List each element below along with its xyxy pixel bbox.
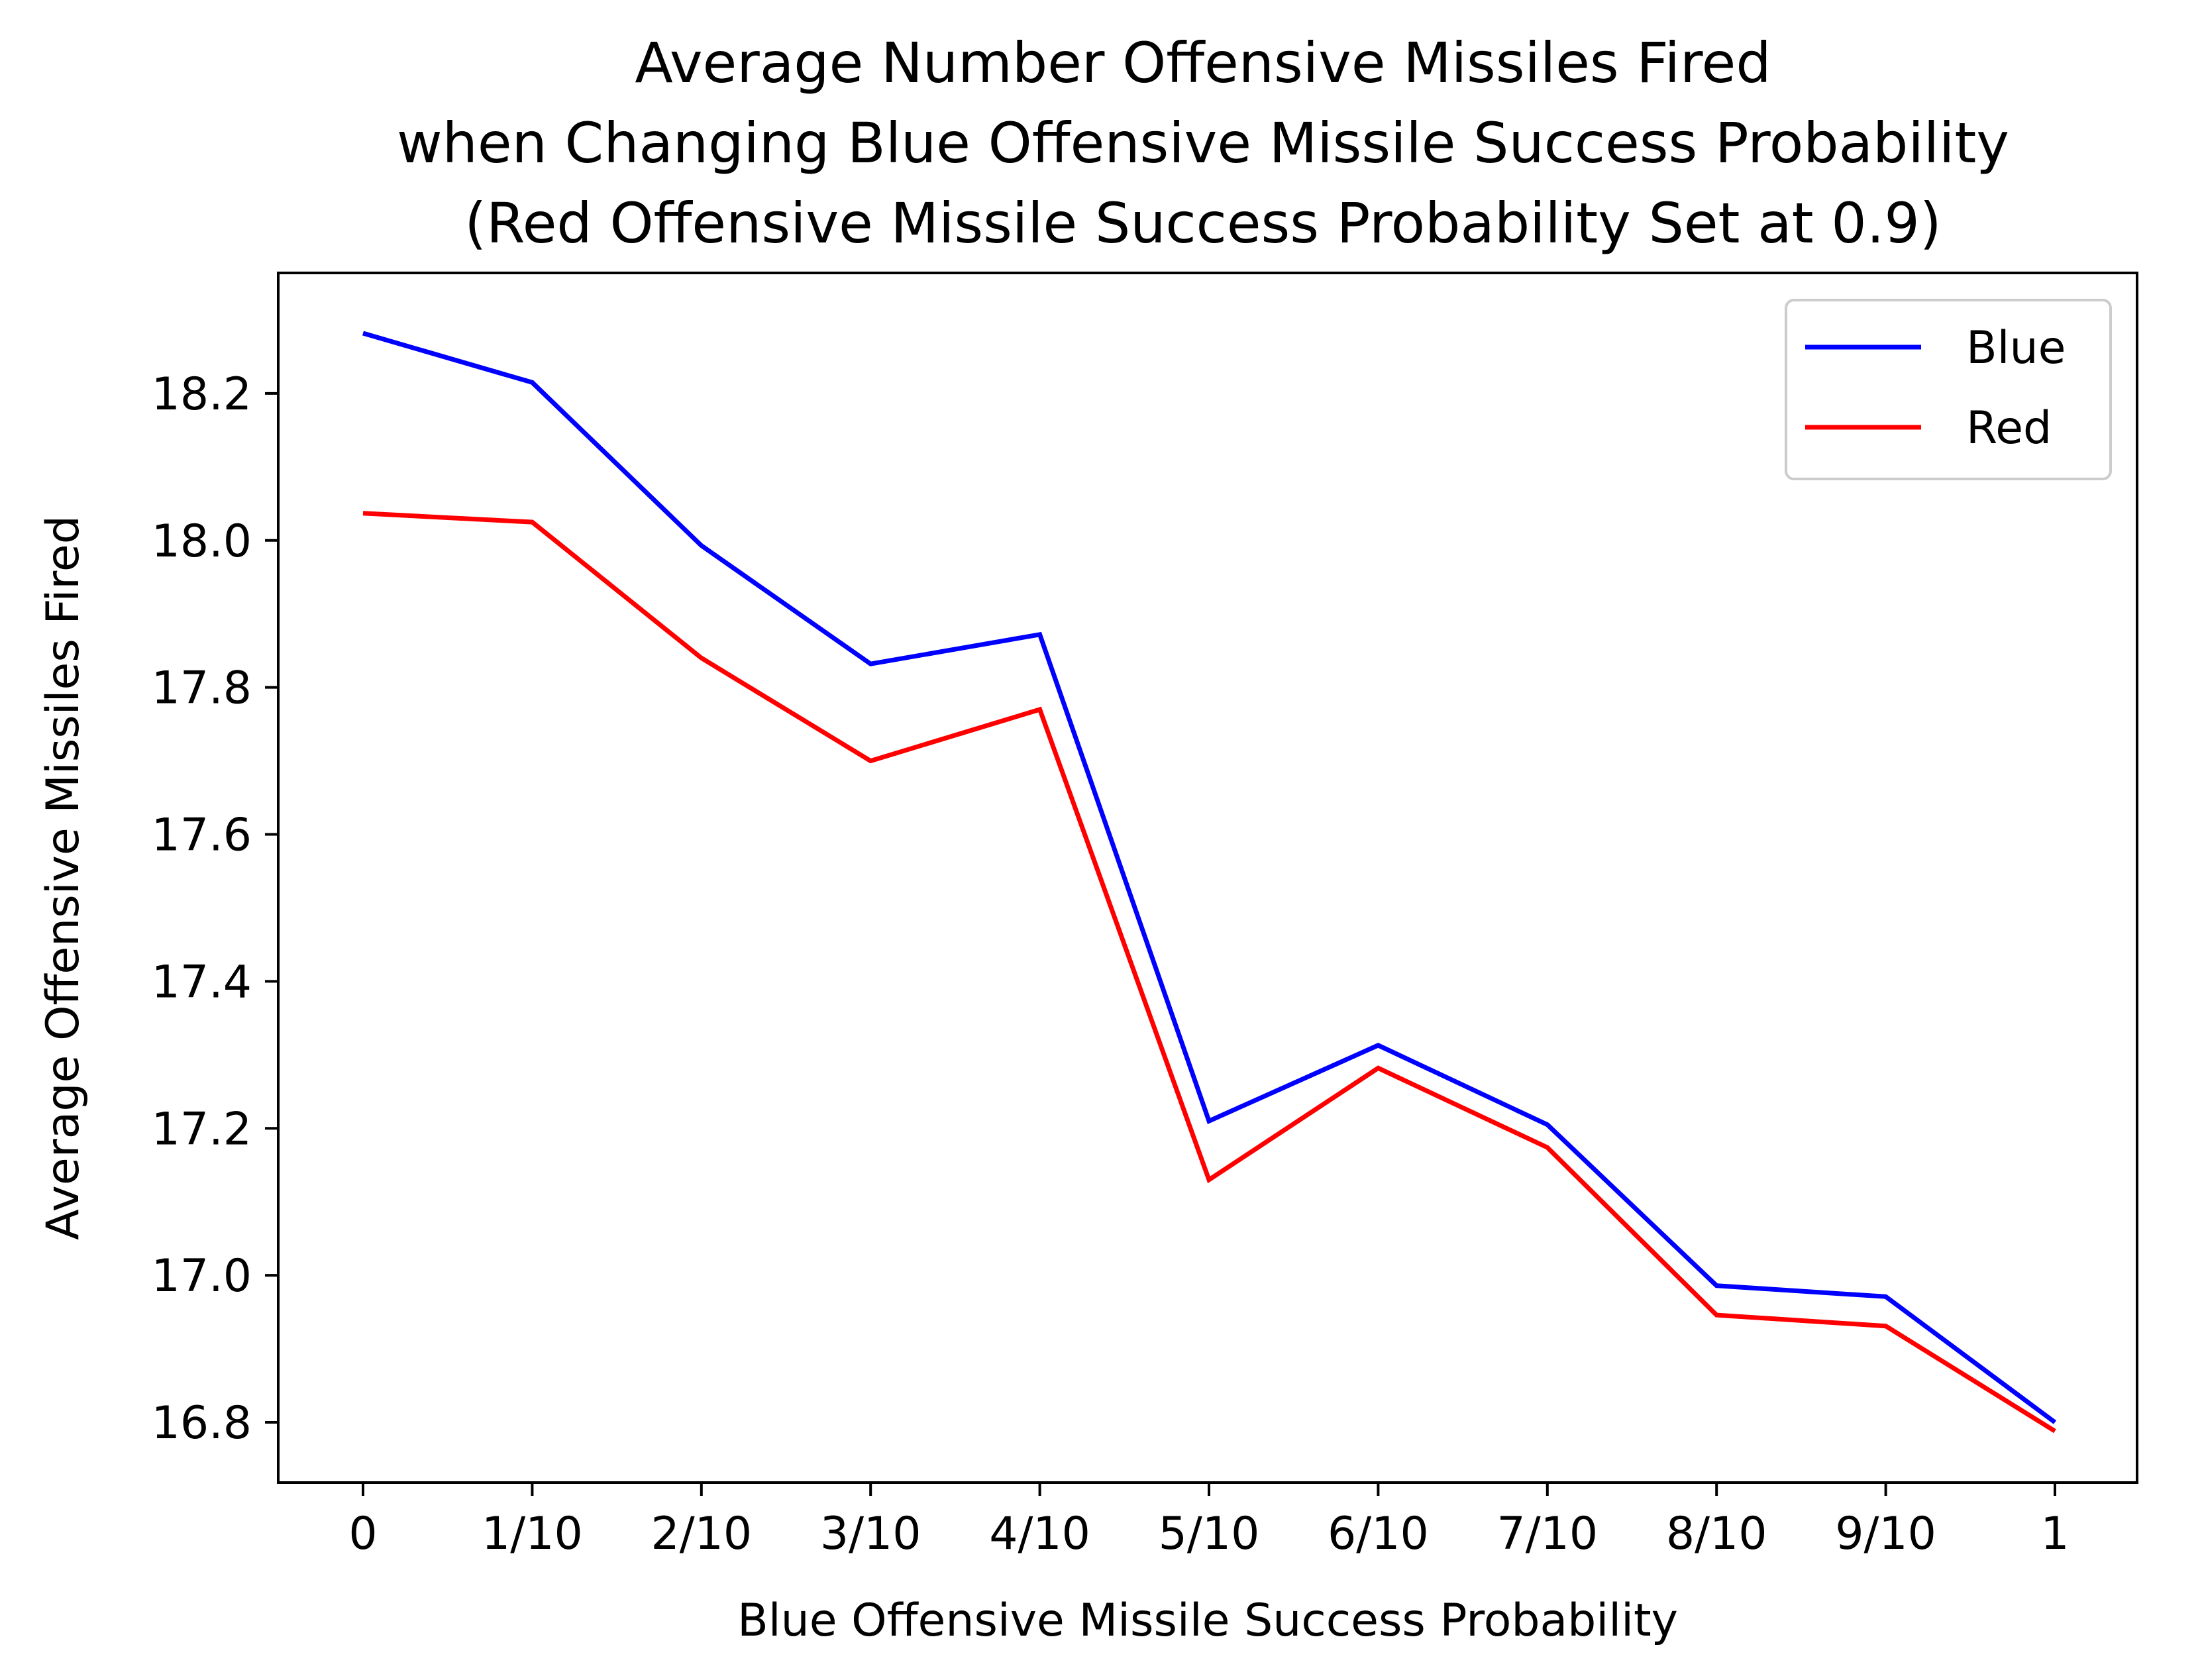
x-tick-label: 0 [348, 1508, 377, 1560]
chart-title-line-1: Average Number Offensive Missiles Fired [635, 30, 1771, 95]
x-tick-label: 1/10 [482, 1508, 583, 1560]
y-tick-label: 16.8 [152, 1397, 252, 1449]
y-tick-label: 18.0 [152, 515, 252, 568]
x-tick-label: 9/10 [1835, 1508, 1936, 1560]
x-tick-label: 1 [2040, 1508, 2069, 1560]
legend-label-red: Red [1966, 402, 2052, 454]
y-tick-label: 17.2 [152, 1103, 252, 1155]
legend: Blue Red [1785, 299, 2112, 480]
x-axis-ticks: 0 1/10 2/10 3/10 4/10 5/10 6/10 7/10 8/10 9/10 1 [348, 1483, 2070, 1560]
x-tick-label: 6/10 [1328, 1508, 1429, 1560]
x-tick-label: 7/10 [1496, 1508, 1598, 1560]
x-tick-label: 5/10 [1159, 1508, 1260, 1560]
y-axis-label: Average Offensive Missiles Fired [37, 515, 89, 1240]
legend-label-blue: Blue [1966, 322, 2066, 374]
plot-frame [277, 272, 2138, 1484]
series-line-blue [362, 331, 2057, 1424]
x-axis-label: Blue Offensive Missile Success Probabili… [737, 1595, 1678, 1647]
y-tick-label: 18.2 [152, 368, 252, 421]
y-axis-ticks: 16.8 17.0 17.2 17.4 17.6 17.8 18.0 18.2 [152, 368, 278, 1449]
x-tick-label: 3/10 [820, 1508, 921, 1560]
x-tick-label: 8/10 [1666, 1508, 1767, 1560]
series-lines [362, 331, 2057, 1434]
chart-title-line-3: (Red Offensive Missile Success Probabili… [464, 191, 1941, 256]
x-tick-label: 4/10 [989, 1508, 1090, 1560]
y-tick-label: 17.4 [152, 956, 252, 1008]
y-tick-label: 17.6 [152, 810, 252, 862]
y-tick-label: 17.8 [152, 662, 252, 715]
chart-title-line-2: when Changing Blue Offensive Missile Suc… [397, 111, 2009, 176]
x-tick-label: 2/10 [651, 1508, 752, 1560]
chart-title: Average Number Offensive Missiles Fired … [397, 30, 2009, 256]
y-tick-label: 17.0 [152, 1250, 252, 1302]
series-line-red [362, 511, 2056, 1434]
